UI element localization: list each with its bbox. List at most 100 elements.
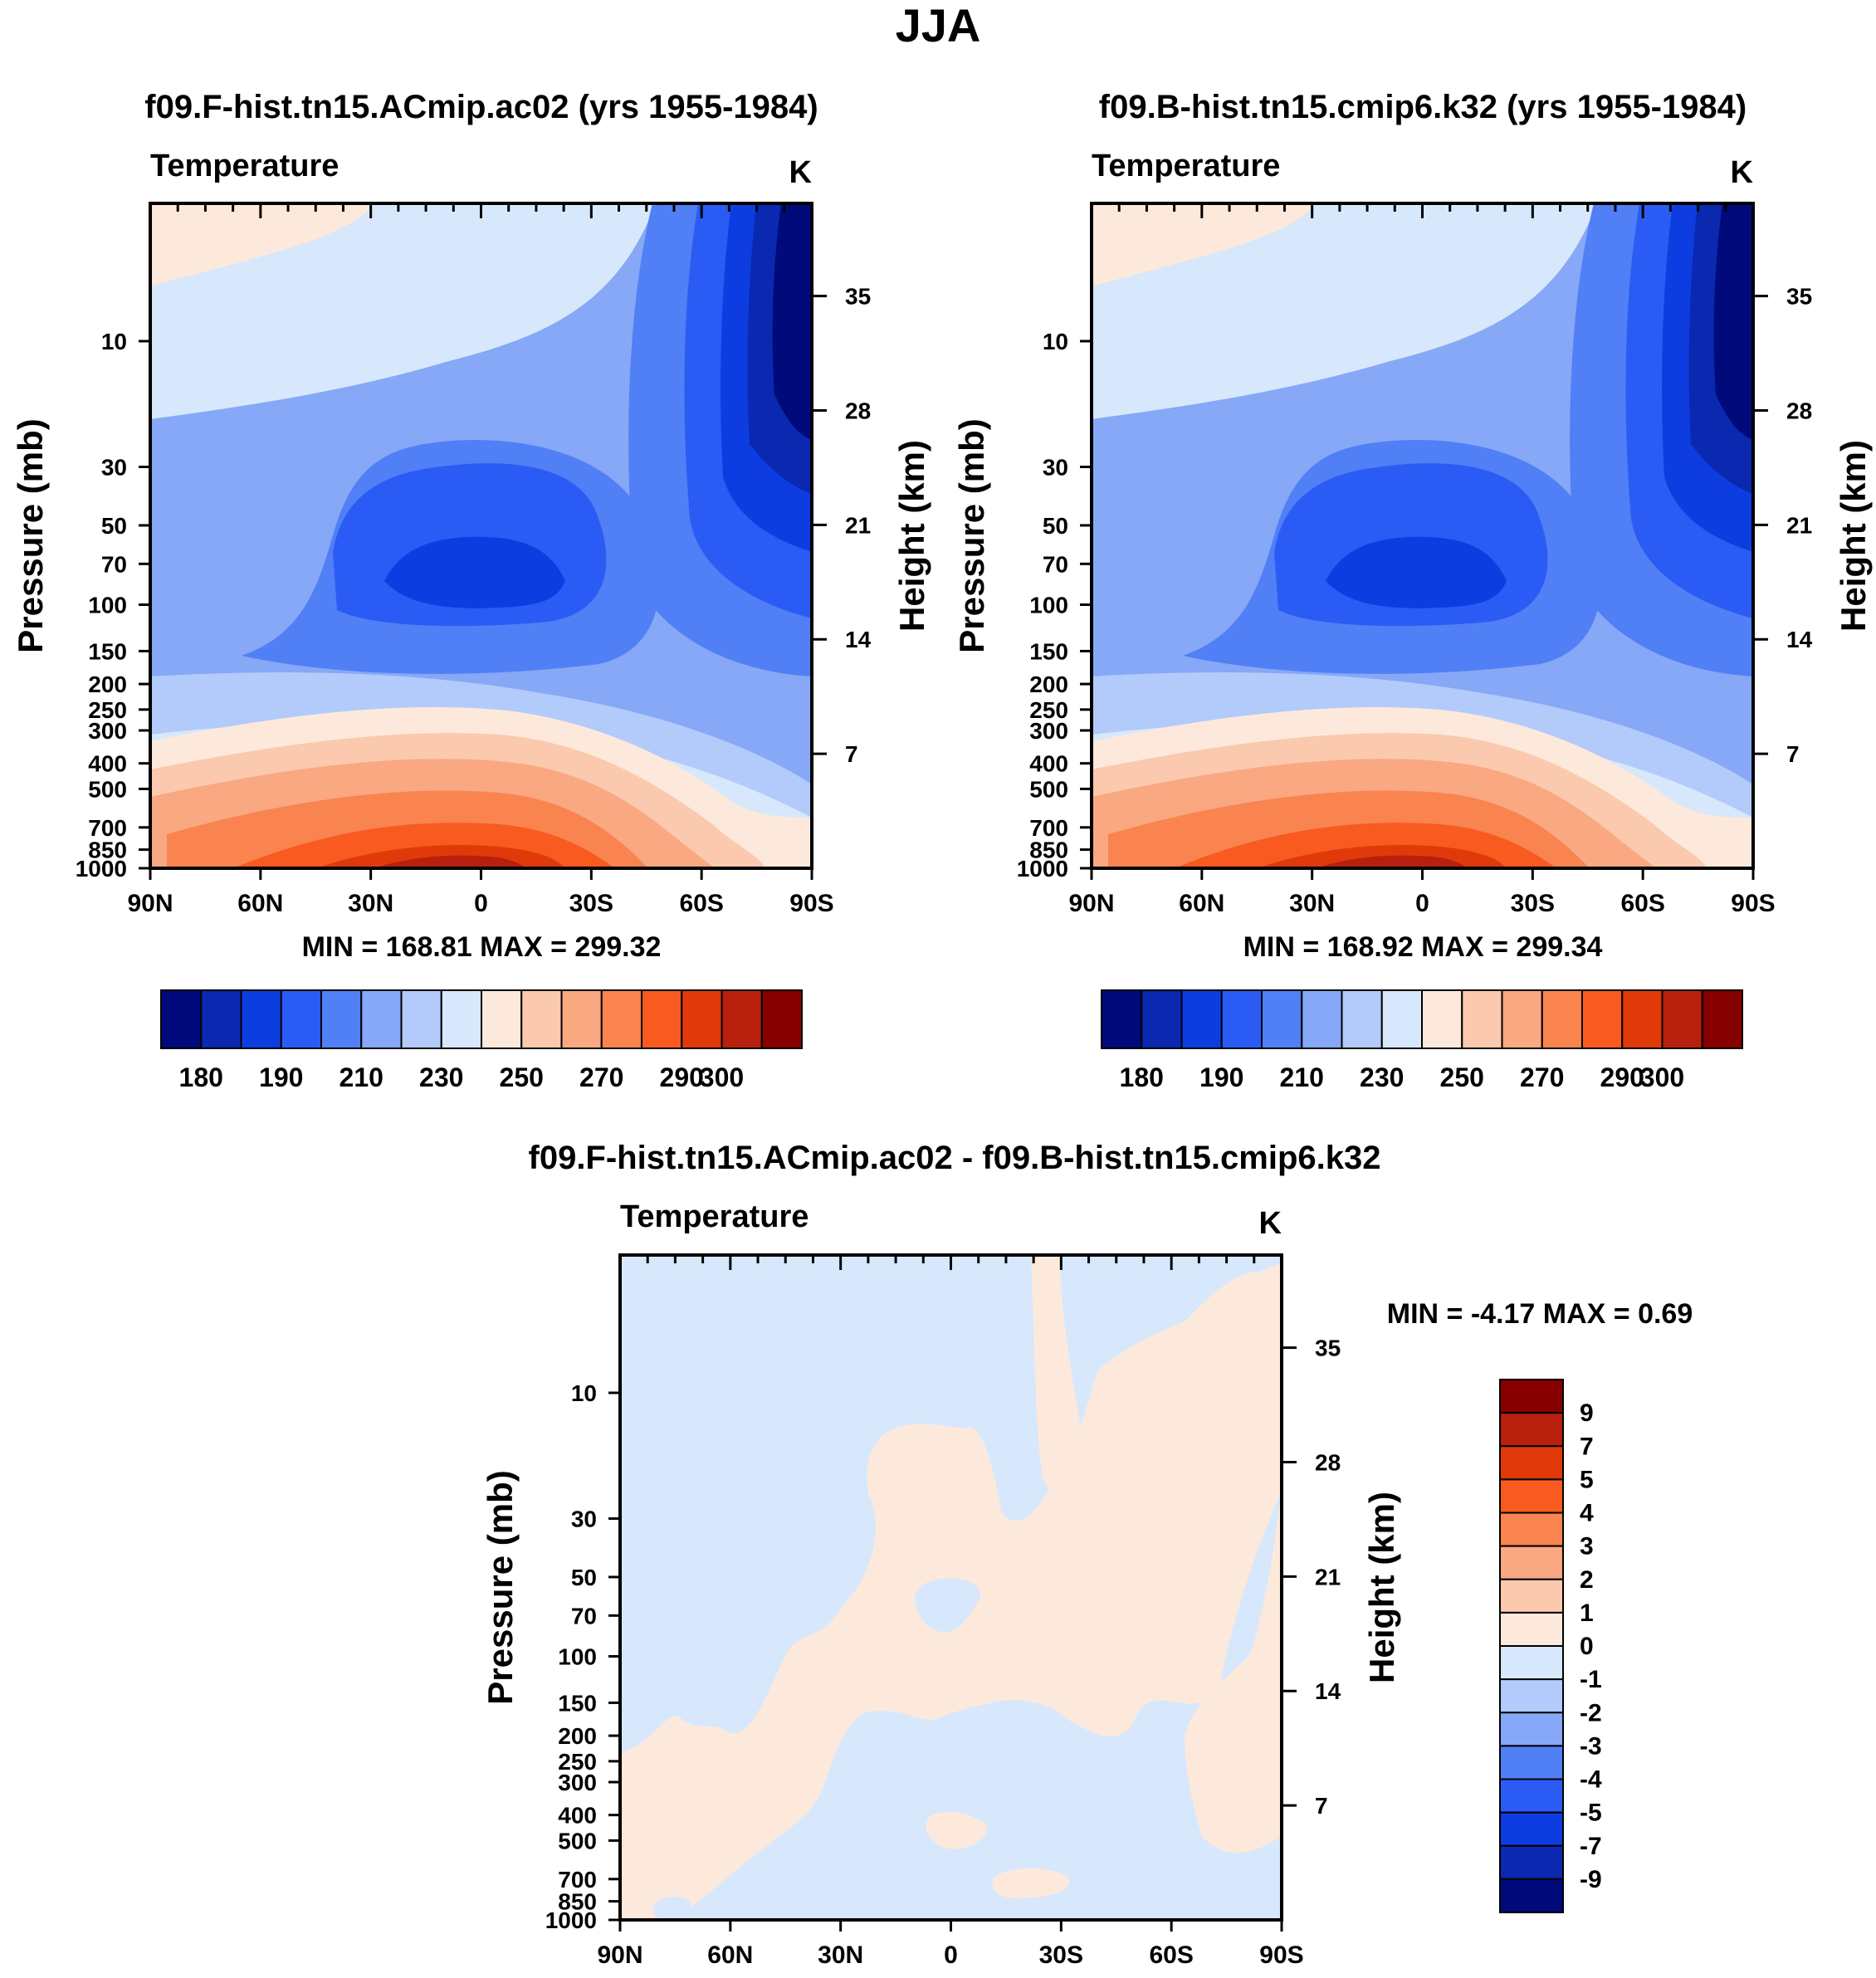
unit-label: K (1259, 1206, 1282, 1241)
height-tick-label: 21 (845, 512, 871, 538)
panel-title: f09.B-hist.tn15.cmip6.k32 (yrs 1955-1984… (1099, 89, 1747, 125)
colorbar-swatch (1499, 1578, 1564, 1614)
height-tick-label: 28 (845, 398, 871, 423)
colorbar-swatch (1341, 989, 1383, 1049)
colorbar-swatch (1499, 1811, 1564, 1847)
colorbar-tick-label: 210 (1280, 1062, 1324, 1092)
panel-ac02: f09.F-hist.tn15.ACmip.ac02 (yrs 1955-198… (144, 89, 818, 870)
colorbar-tick-label: 300 (1640, 1062, 1684, 1092)
figure-title: JJA (896, 0, 981, 51)
colorbar-tick-label: 250 (500, 1062, 544, 1092)
pressure-tick-label: 250 (558, 1749, 597, 1775)
pressure-tick-label: 400 (558, 1803, 597, 1829)
colorbar-tick-label: 210 (340, 1062, 384, 1092)
pressure-axis-title: Pressure (mb) (11, 418, 50, 652)
colorbar-swatch (1581, 989, 1624, 1049)
pressure-tick-label: 250 (1029, 697, 1068, 723)
height-tick-label: 21 (1315, 1564, 1341, 1590)
colorbar-swatch (440, 989, 482, 1049)
lat-tick-label: 0 (1415, 890, 1429, 917)
panel-title: f09.F-hist.tn15.ACmip.ac02 - f09.B-hist.… (529, 1140, 1381, 1176)
panel-k32: f09.B-hist.tn15.cmip6.k32 (yrs 1955-1984… (1090, 89, 1755, 870)
contour-positive-right (1185, 1487, 1282, 1853)
pressure-tick-label: 850 (88, 838, 127, 863)
lat-tick-label: 30S (1039, 1941, 1083, 1969)
pressure-tick-label: 850 (1029, 838, 1068, 863)
unit-label: K (1731, 155, 1754, 190)
panel-title: f09.F-hist.tn15.ACmip.ac02 (yrs 1955-198… (144, 89, 818, 125)
colorbar-swatch (1380, 989, 1423, 1049)
colorbar-tick-label: 7 (1580, 1433, 1594, 1460)
lat-tick-label: 60N (1179, 890, 1224, 917)
height-tick-label: 28 (1315, 1449, 1341, 1475)
pressure-tick-label: 200 (558, 1723, 597, 1749)
minmax-label: MIN = 168.92 MAX = 299.34 (1243, 931, 1603, 963)
colorbar-tick-label: 270 (1520, 1062, 1564, 1092)
colorbar-tick-label: 190 (1199, 1062, 1243, 1092)
height-axis-title: Height (km) (1362, 1492, 1401, 1683)
lat-tick-label: 90S (789, 890, 833, 917)
colorbar-swatch (1621, 989, 1663, 1049)
contour-band-lightblue (1092, 203, 1594, 419)
colorbar-swatch (1141, 989, 1183, 1049)
colorbar-tick-label: 290 (660, 1062, 704, 1092)
variable-label: Temperature (1092, 149, 1280, 183)
pressure-tick-label: 50 (1043, 513, 1068, 539)
lat-tick-label: 60S (1620, 890, 1664, 917)
colorbar-tick-label: 2 (1580, 1566, 1594, 1594)
colorbar-tick-label: 230 (419, 1062, 463, 1092)
colorbar-tick-label: 3 (1580, 1533, 1594, 1560)
contour-positive-patch (926, 1811, 987, 1849)
colorbar-tick-label: 190 (259, 1062, 303, 1092)
pressure-tick-label: 10 (1043, 329, 1068, 354)
lat-tick-label: 30S (569, 890, 613, 917)
pressure-tick-label: 100 (88, 593, 127, 618)
pressure-tick-label: 500 (1029, 776, 1068, 802)
pressure-tick-label: 150 (88, 638, 127, 664)
colorbar-swatch (1499, 1712, 1564, 1747)
contour-field (620, 1255, 1282, 1920)
contour-band-lightblue (150, 203, 652, 419)
colorbar-swatch (1180, 989, 1223, 1049)
colorbar-swatch (1461, 989, 1503, 1049)
colorbar-swatch (280, 989, 322, 1049)
pressure-axis-title: Pressure (mb) (952, 418, 991, 652)
colorbar-swatch (1421, 989, 1463, 1049)
contour-field (150, 203, 812, 868)
colorbar-swatch (481, 989, 523, 1049)
colorbar-swatch (1499, 1878, 1564, 1913)
pressure-tick-label: 500 (558, 1828, 597, 1853)
minmax-label: MIN = 168.81 MAX = 299.32 (302, 931, 662, 963)
height-tick-label: 7 (845, 741, 858, 767)
lat-tick-label: 60S (1149, 1941, 1193, 1969)
contour-pole-5 (1713, 203, 1753, 440)
pressure-tick-label: 100 (558, 1644, 597, 1670)
lat-tick-label: 0 (474, 890, 488, 917)
variable-label: Temperature (620, 1199, 809, 1234)
lat-tick-label: 60N (707, 1941, 753, 1969)
contour-trop-7 (374, 855, 525, 868)
colorbar-swatch (1499, 1545, 1564, 1580)
unit-label: K (789, 155, 813, 190)
height-tick-label: 35 (1315, 1336, 1341, 1361)
lat-tick-label: 90S (1259, 1941, 1303, 1969)
pressure-tick-label: 30 (571, 1506, 597, 1531)
contour-field (1092, 203, 1753, 868)
colorbar-tick-label: -1 (1580, 1666, 1602, 1693)
colorbar-swatch (1541, 989, 1583, 1049)
colorbar-swatch (160, 989, 203, 1049)
pressure-tick-label: 70 (101, 551, 127, 577)
colorbar-swatch (1301, 989, 1343, 1049)
pressure-tick-label: 700 (1029, 815, 1068, 841)
colorbar-swatch (681, 989, 723, 1049)
colorbar-tick-label: -5 (1580, 1800, 1602, 1827)
contour-trop-7 (1316, 855, 1467, 868)
contour-positive-tongue (1031, 1255, 1085, 1496)
pressure-tick-label: 300 (1029, 718, 1068, 744)
lat-tick-label: 60S (679, 890, 723, 917)
lat-tick-label: 60N (237, 890, 283, 917)
height-tick-label: 14 (845, 627, 872, 652)
